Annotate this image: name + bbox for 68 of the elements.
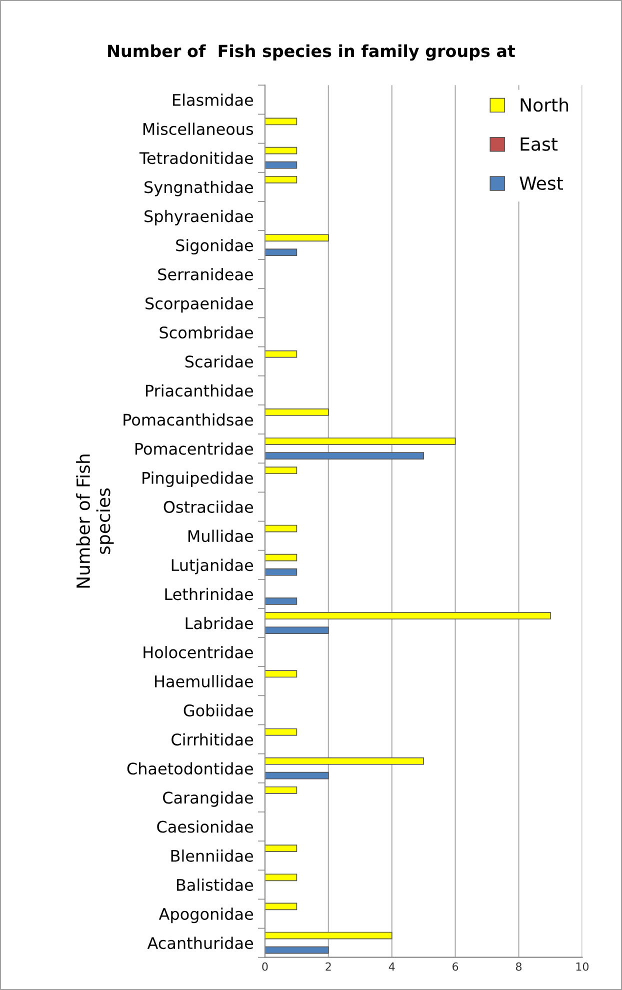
bar	[264, 161, 298, 169]
bar	[264, 772, 329, 780]
bar	[264, 612, 551, 620]
legend-label: East	[520, 137, 558, 151]
y-tick-label: Tetradonitidae	[139, 152, 254, 164]
y-tick-label: Pinguipedidae	[142, 472, 254, 488]
chart-title: Number of Fish species in family groups at	[108, 44, 516, 61]
legend-label: West	[520, 176, 564, 190]
y-tick-label: Lethrinidae	[165, 588, 254, 600]
y-tick-label: Serranideae	[158, 268, 254, 280]
y-tick-label: Ostraciidae	[164, 500, 254, 513]
y-tick-label: Sphyraenidae	[144, 210, 254, 226]
bar	[264, 466, 298, 474]
bar	[264, 452, 424, 460]
y-tick-label: Scaridae	[185, 355, 254, 368]
y-tick-label: Gobiidae	[184, 704, 254, 717]
y-tick-label: Apogonidae	[158, 908, 254, 924]
bar	[264, 670, 298, 678]
y-tick-label: Syngnathidae	[144, 180, 254, 196]
y-tick-label: Miscellaneous	[143, 122, 254, 136]
y-tick-label: Blenniidae	[171, 850, 254, 862]
y-tick-label: Pomacanthidsae	[124, 413, 254, 426]
y-tick-label: Lutjanidae	[172, 558, 254, 574]
y-tick-label: Balistidae	[177, 878, 254, 891]
bar	[264, 844, 298, 852]
x-tick-label: 2	[326, 962, 331, 971]
x-tick-label: 4	[388, 962, 395, 971]
x-tick-label: 10	[576, 962, 589, 971]
bar	[264, 248, 298, 256]
y-tick-label: Sigonidae	[176, 238, 254, 254]
bar	[264, 626, 329, 634]
x-tick-label: 0	[262, 962, 268, 971]
bar	[264, 350, 298, 358]
bar	[264, 728, 298, 736]
y-tick-label: Caesionidae	[157, 820, 254, 833]
bar	[264, 554, 298, 562]
y-tick-label: Priacanthidae	[146, 384, 254, 397]
y-tick-label: Acanthuridae	[147, 936, 254, 950]
bar	[264, 234, 329, 242]
y-tick-label: Carangidae	[163, 791, 254, 807]
bar	[264, 932, 392, 940]
x-tick-label: 8	[516, 962, 522, 971]
y-tick-label: Scorpaenidae	[146, 297, 254, 313]
y-tick-label: Cirrhitidae	[172, 733, 254, 746]
y-tick-label: Pomacentridae	[136, 442, 254, 455]
x-tick-label: 6	[452, 962, 458, 971]
legend-label: North	[520, 98, 568, 112]
bar	[264, 146, 298, 154]
y-tick-label: Holocentridae	[144, 646, 254, 658]
bar	[264, 902, 298, 910]
y-tick-label: Scombridae	[160, 326, 254, 339]
bar	[264, 438, 456, 445]
y-tick-label: Mullidae	[188, 530, 254, 542]
bar	[264, 568, 298, 576]
y-tick-label: Elasmidae	[173, 94, 254, 106]
bar	[264, 757, 424, 765]
y-tick-label: Chaetodontidae	[127, 762, 254, 775]
y-tick-label: Haemullidae	[155, 675, 254, 688]
y-tick-label: Labridae	[186, 616, 254, 630]
bar	[264, 408, 329, 416]
bar	[264, 874, 298, 882]
bar	[264, 946, 329, 954]
bar	[264, 118, 298, 126]
bar	[264, 176, 298, 184]
y-axis-title: Number of Fish species	[76, 454, 114, 588]
bar	[264, 524, 298, 532]
bar	[264, 786, 298, 794]
bar	[264, 597, 298, 605]
